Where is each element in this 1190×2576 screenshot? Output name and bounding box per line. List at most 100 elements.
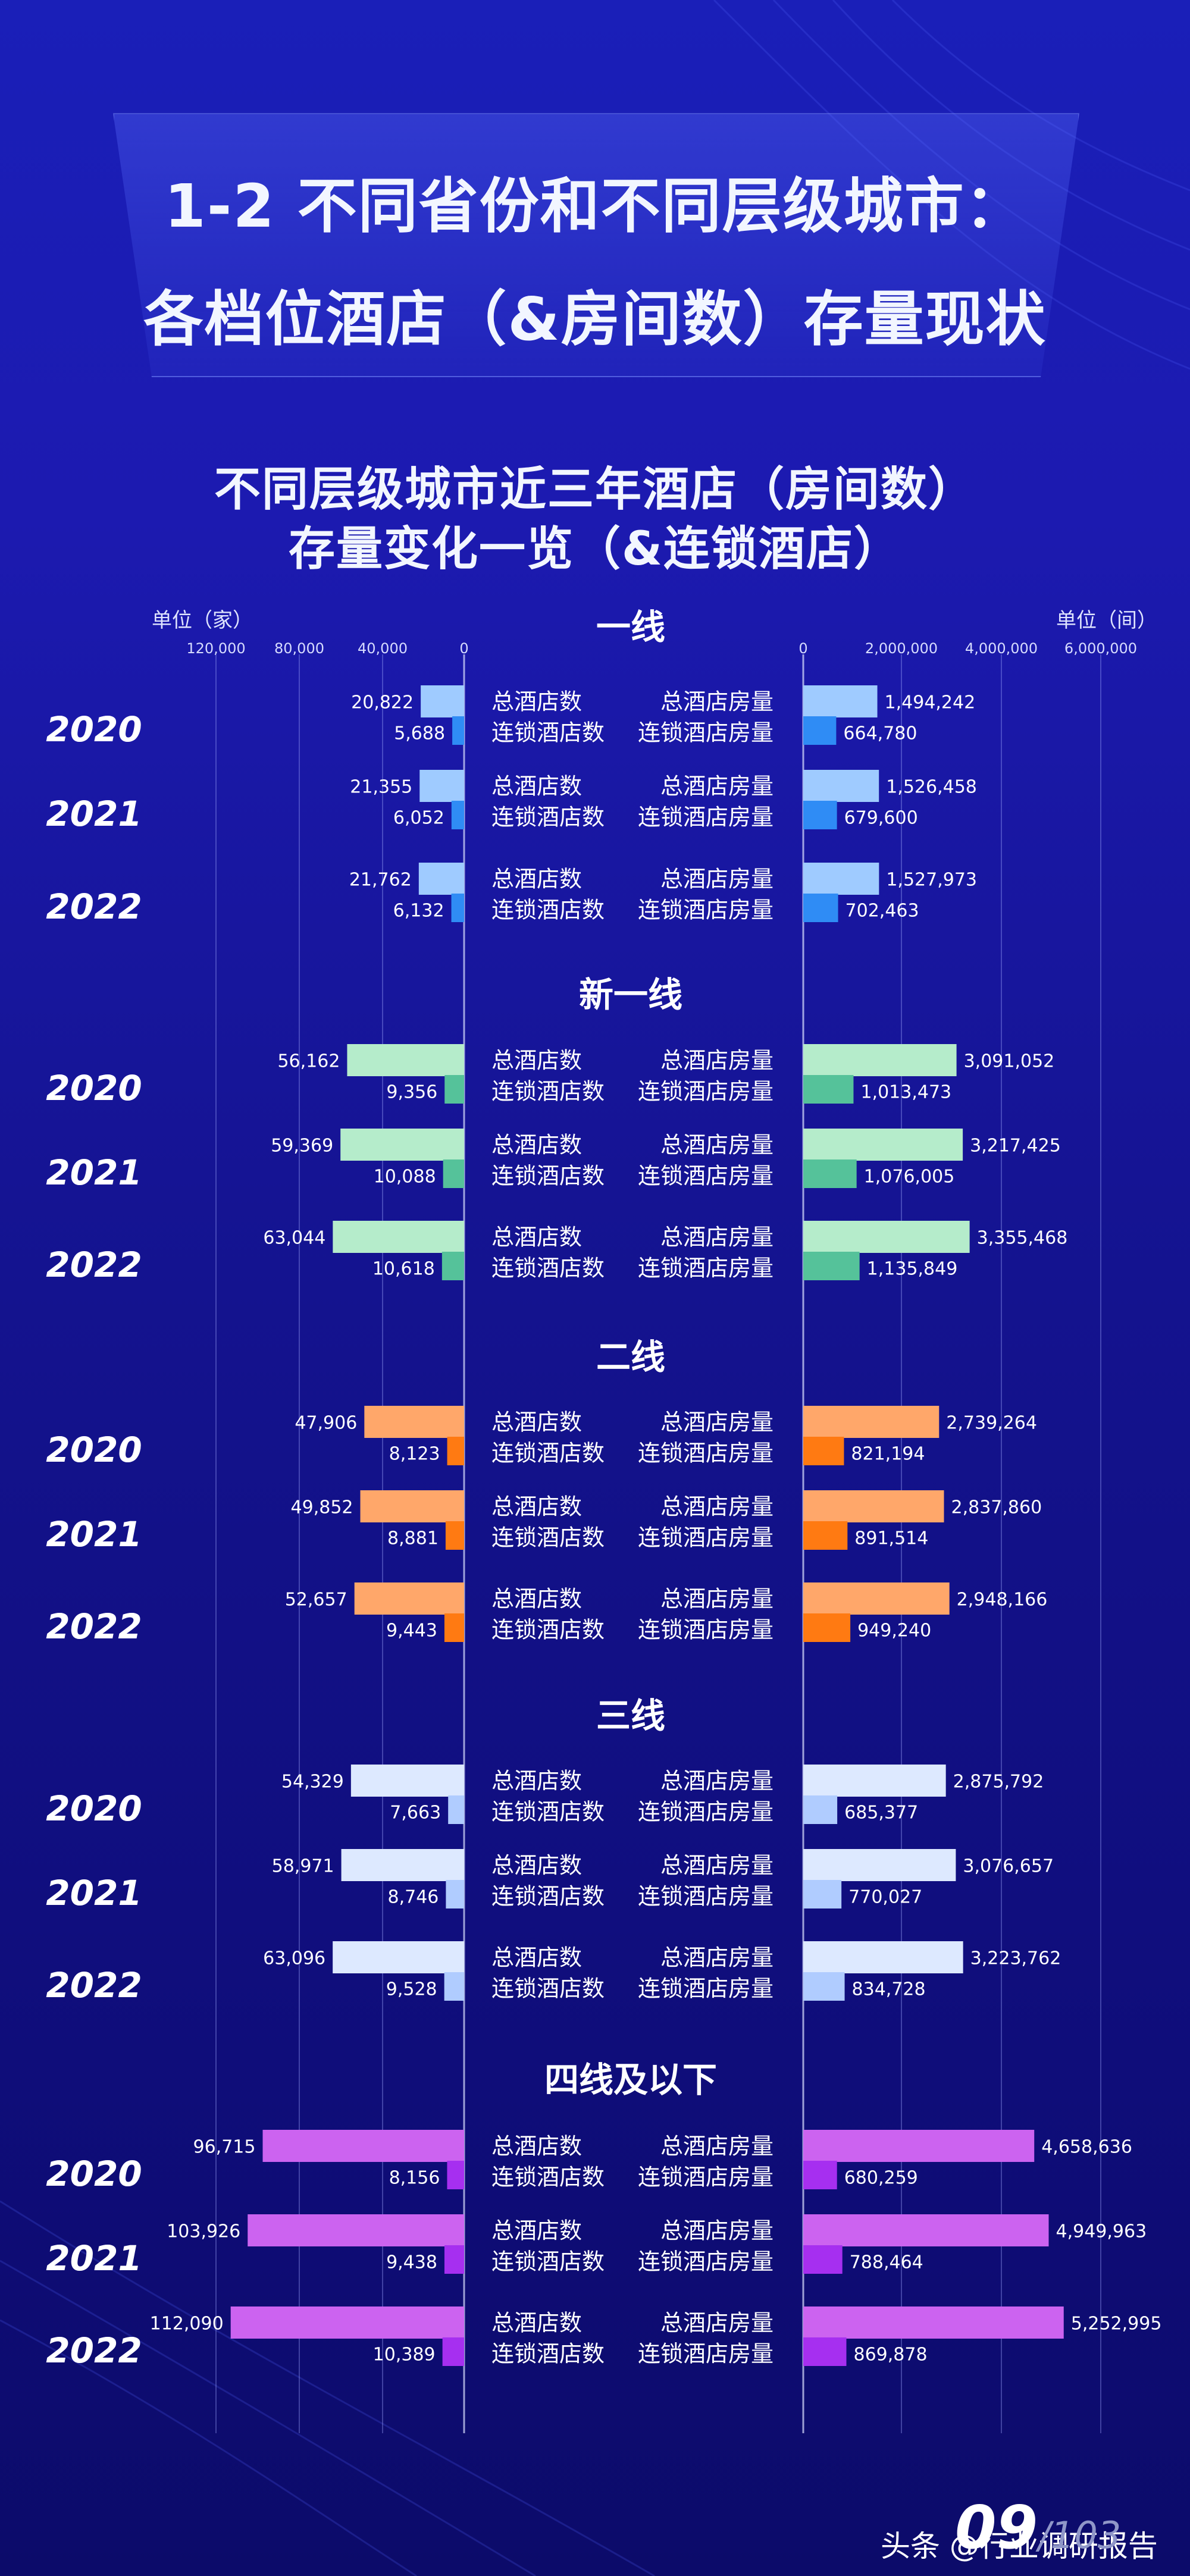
- value-chain-rooms: 1,135,849: [867, 1259, 958, 1280]
- value-total-rooms: 2,739,264: [946, 1413, 1037, 1434]
- value-chain-hotels: 5,688: [394, 723, 445, 744]
- label-total-hotels: 总酒店数: [491, 1409, 582, 1436]
- value-total-rooms: 5,252,995: [1071, 2314, 1162, 2334]
- bar-chain-hotels: [444, 1972, 464, 2001]
- value-total-hotels: 52,657: [285, 1590, 347, 1610]
- value-chain-rooms: 702,463: [845, 901, 919, 922]
- bar-chain-hotels: [444, 1075, 464, 1104]
- left-axis-tick: 80,000: [274, 640, 324, 657]
- value-total-hotels: 63,044: [263, 1228, 325, 1249]
- value-chain-rooms: 869,878: [853, 2345, 927, 2365]
- bar-chain-rooms: [803, 1521, 848, 1550]
- label-chain-rooms: 连锁酒店房量: [638, 897, 774, 923]
- value-total-hotels: 49,852: [291, 1497, 353, 1518]
- label-chain-hotels: 连锁酒店数: [491, 1163, 605, 1189]
- label-total-rooms: 总酒店房量: [660, 1048, 774, 1074]
- value-chain-rooms: 949,240: [857, 1621, 931, 1641]
- tier-title: 新一线: [579, 974, 682, 1015]
- value-chain-hotels: 9,356: [386, 1082, 437, 1103]
- label-total-hotels: 总酒店数: [491, 1853, 582, 1879]
- value-total-hotels: 20,822: [351, 692, 414, 713]
- label-total-hotels: 总酒店数: [491, 1945, 582, 1971]
- value-chain-hotels: 8,881: [387, 1528, 439, 1549]
- value-chain-hotels: 8,746: [387, 1887, 439, 1908]
- label-chain-hotels: 连锁酒店数: [491, 1525, 605, 1551]
- label-total-hotels: 总酒店数: [491, 1132, 582, 1158]
- bar-total-hotels: [333, 1221, 464, 1253]
- left-axis-tick: 40,000: [358, 640, 408, 657]
- value-total-hotels: 96,715: [193, 2137, 256, 2158]
- label-chain-hotels: 连锁酒店数: [491, 720, 605, 746]
- chart-title-line1: 不同层级城市近三年酒店（房间数）: [214, 463, 976, 516]
- year-label: 2021: [46, 1152, 142, 1193]
- label-chain-rooms: 连锁酒店房量: [638, 2164, 774, 2190]
- bar-total-rooms: [803, 2130, 1035, 2162]
- year-label: 2022: [46, 1606, 142, 1647]
- label-total-hotels: 总酒店数: [491, 2310, 582, 2336]
- value-chain-rooms: 1,076,005: [864, 1167, 955, 1187]
- label-total-hotels: 总酒店数: [491, 1224, 582, 1251]
- label-chain-hotels: 连锁酒店数: [491, 1976, 605, 2002]
- bar-chain-hotels: [441, 1252, 464, 1280]
- value-total-rooms: 2,875,792: [953, 1772, 1044, 1792]
- label-total-rooms: 总酒店房量: [660, 1768, 774, 1794]
- value-total-hotels: 56,162: [277, 1051, 340, 1072]
- bar-total-hotels: [347, 1044, 464, 1076]
- label-chain-rooms: 连锁酒店房量: [638, 1440, 774, 1466]
- value-chain-hotels: 8,156: [389, 2168, 440, 2189]
- label-chain-hotels: 连锁酒店数: [491, 2164, 605, 2190]
- value-total-hotels: 54,329: [281, 1772, 344, 1792]
- bar-chain-rooms: [803, 1437, 844, 1465]
- bar-total-hotels: [418, 863, 464, 895]
- value-total-rooms: 3,217,425: [970, 1136, 1061, 1157]
- label-total-rooms: 总酒店房量: [660, 1945, 774, 1971]
- right-axis-tick: 0: [798, 640, 808, 657]
- left-axis-tick: 120,000: [186, 640, 246, 657]
- watermark-text: 头条 @行业调研报告: [881, 2529, 1158, 2564]
- label-total-hotels: 总酒店数: [491, 1494, 582, 1520]
- bar-total-hotels: [421, 685, 464, 717]
- value-chain-rooms: 680,259: [844, 2168, 918, 2189]
- label-chain-rooms: 连锁酒店房量: [638, 1255, 774, 1281]
- value-chain-hotels: 7,663: [390, 1803, 441, 1823]
- year-label: 2022: [46, 1965, 142, 2005]
- bar-chain-rooms: [803, 1795, 838, 1824]
- value-chain-hotels: 8,123: [389, 1444, 440, 1465]
- value-chain-rooms: 821,194: [851, 1444, 925, 1465]
- label-total-rooms: 总酒店房量: [660, 2133, 774, 2160]
- value-total-rooms: 1,526,458: [886, 777, 977, 798]
- label-total-rooms: 总酒店房量: [660, 2310, 774, 2336]
- label-total-hotels: 总酒店数: [491, 1048, 582, 1074]
- right-axis-tick: 2,000,000: [865, 640, 938, 657]
- bar-chain-hotels: [447, 1437, 464, 1465]
- page-number: 09: [955, 2493, 1038, 2562]
- value-total-hotels: 59,369: [271, 1136, 333, 1157]
- value-chain-hotels: 6,052: [393, 808, 444, 829]
- label-chain-hotels: 连锁酒店数: [491, 1799, 605, 1825]
- bar-chain-rooms: [803, 1075, 854, 1104]
- bar-total-hotels: [333, 1941, 464, 1973]
- bar-total-hotels: [350, 1765, 464, 1797]
- label-total-hotels: 总酒店数: [491, 689, 582, 715]
- value-chain-hotels: 9,528: [386, 1979, 437, 2000]
- value-chain-hotels: 6,132: [393, 901, 444, 922]
- label-total-rooms: 总酒店房量: [660, 1132, 774, 1158]
- bar-total-hotels: [364, 1406, 464, 1438]
- bar-chain-hotels: [448, 1795, 464, 1824]
- right-axis-tick: 4,000,000: [964, 640, 1038, 657]
- bar-total-rooms: [803, 1044, 957, 1076]
- bar-chain-hotels: [452, 716, 464, 745]
- label-total-hotels: 总酒店数: [491, 2133, 582, 2160]
- value-chain-rooms: 1,013,473: [860, 1082, 951, 1103]
- label-chain-hotels: 连锁酒店数: [491, 1617, 605, 1643]
- year-label: 2022: [46, 1245, 142, 1285]
- bar-chain-hotels: [445, 1521, 464, 1550]
- value-total-rooms: 3,076,657: [963, 1856, 1054, 1877]
- bar-total-rooms: [803, 1406, 940, 1438]
- bar-total-hotels: [340, 1129, 464, 1161]
- year-label: 2021: [46, 1873, 142, 1913]
- page-title-line2: 各档位酒店（&房间数）存量现状: [143, 284, 1047, 354]
- label-chain-hotels: 连锁酒店数: [491, 1079, 605, 1105]
- label-total-hotels: 总酒店数: [491, 2218, 582, 2244]
- label-total-hotels: 总酒店数: [491, 773, 582, 800]
